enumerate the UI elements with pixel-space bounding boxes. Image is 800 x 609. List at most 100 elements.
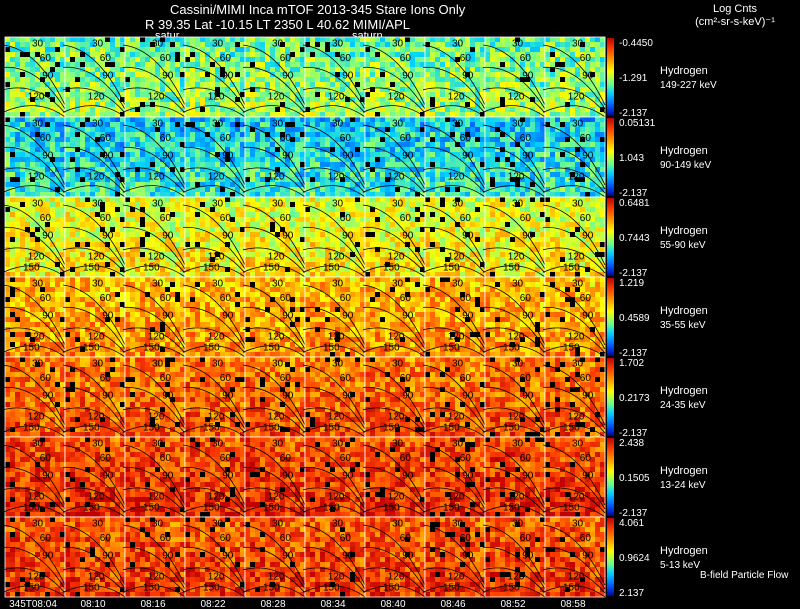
heatmap-cell <box>165 202 171 208</box>
heatmap-cell <box>120 77 126 83</box>
heatmap-cell <box>105 272 111 278</box>
heatmap-cell <box>560 37 566 43</box>
heatmap-cell <box>405 172 411 178</box>
heatmap-cell <box>495 117 501 123</box>
heatmap-cell <box>235 37 241 43</box>
heatmap-cell <box>40 72 46 78</box>
heatmap-cell <box>10 107 16 113</box>
heatmap-cell <box>395 152 401 158</box>
heatmap-cell <box>465 172 471 178</box>
heatmap-cell <box>95 222 101 228</box>
heatmap-cell <box>70 117 76 123</box>
heatmap-cell <box>155 247 161 253</box>
heatmap-cell <box>535 62 541 68</box>
heatmap-cell <box>185 122 191 128</box>
heatmap-cell <box>105 137 111 143</box>
heatmap-cell <box>130 77 136 83</box>
heatmap-cell <box>115 227 121 233</box>
heatmap-cell <box>440 62 446 68</box>
heatmap-cell <box>595 42 601 48</box>
heatmap-cell <box>370 57 376 63</box>
heatmap-cell <box>145 242 151 248</box>
heatmap-cell <box>205 147 211 153</box>
heatmap-cell <box>150 82 156 88</box>
heatmap-cell <box>320 42 326 48</box>
heatmap-cell <box>185 42 191 48</box>
heatmap-cell <box>195 142 201 148</box>
heatmap-cell <box>465 162 471 168</box>
heatmap-cell <box>330 132 336 138</box>
heatmap-cell <box>590 67 596 73</box>
heatmap-cell <box>195 72 201 78</box>
heatmap-cell <box>60 202 66 208</box>
heatmap-cell <box>320 172 326 178</box>
heatmap-cell <box>185 142 191 148</box>
heatmap-cell <box>30 92 36 98</box>
heatmap-cell <box>40 82 46 88</box>
heatmap-cell <box>20 192 26 198</box>
heatmap-cell <box>220 152 226 158</box>
heatmap-cell <box>410 192 416 198</box>
heatmap-cell <box>165 257 171 263</box>
heatmap-cell <box>445 87 451 93</box>
heatmap-cell <box>425 97 431 103</box>
heatmap-cell <box>200 92 206 98</box>
pitch-contour <box>422 146 486 190</box>
heatmap-cell <box>575 102 581 108</box>
heatmap-cell <box>90 272 96 278</box>
heatmap-cell <box>500 117 506 123</box>
heatmap-cell <box>265 217 271 223</box>
heatmap-cell <box>375 122 381 128</box>
heatmap-cell <box>40 187 46 193</box>
heatmap-cell <box>25 217 31 223</box>
heatmap-cell <box>455 112 461 118</box>
heatmap-cell <box>285 167 291 173</box>
heatmap-cell <box>565 97 571 103</box>
heatmap-cell <box>190 117 196 123</box>
heatmap-cell <box>230 57 236 63</box>
heatmap-cell <box>305 117 311 123</box>
heatmap-cell <box>45 57 51 63</box>
heatmap-cell <box>205 122 211 128</box>
heatmap-cell <box>565 177 571 183</box>
heatmap-cell <box>10 92 16 98</box>
heatmap-cell <box>555 192 561 198</box>
heatmap-cell <box>35 227 41 233</box>
heatmap-cell <box>125 187 131 193</box>
heatmap-cell <box>230 117 236 123</box>
heatmap-cell <box>110 157 116 163</box>
heatmap-cell <box>25 127 31 133</box>
heatmap-cell <box>280 162 286 168</box>
heatmap-cell <box>170 82 176 88</box>
heatmap-cell <box>460 62 466 68</box>
heatmap-cell <box>295 82 301 88</box>
heatmap-cell <box>190 102 196 108</box>
heatmap-cell <box>70 257 76 263</box>
heatmap-cell <box>260 72 266 78</box>
heatmap-cell <box>545 67 551 73</box>
heatmap-cell <box>115 267 121 273</box>
contour-label: 90 <box>162 151 174 162</box>
heatmap-cell <box>445 172 451 178</box>
heatmap-cell <box>155 202 161 208</box>
heatmap-cell <box>290 207 296 213</box>
heatmap-cell <box>90 182 96 188</box>
contour-label: 120 <box>148 251 165 262</box>
heatmap-cell <box>320 122 326 128</box>
heatmap-cell <box>20 112 26 118</box>
heatmap-cell <box>390 37 396 43</box>
heatmap-cell <box>430 157 436 163</box>
heatmap-cell <box>100 122 106 128</box>
heatmap-cell <box>290 47 296 53</box>
heatmap-cell <box>325 62 331 68</box>
heatmap-cell <box>250 152 256 158</box>
pitch-contour <box>62 124 126 186</box>
heatmap-cell <box>400 82 406 88</box>
heatmap-cell <box>110 247 116 253</box>
heatmap-cell <box>225 37 231 43</box>
heatmap-cell <box>95 47 101 53</box>
heatmap-cell <box>150 37 156 43</box>
pitch-contour <box>542 185 606 198</box>
heatmap-cell <box>470 162 476 168</box>
heatmap-cell <box>30 172 36 178</box>
